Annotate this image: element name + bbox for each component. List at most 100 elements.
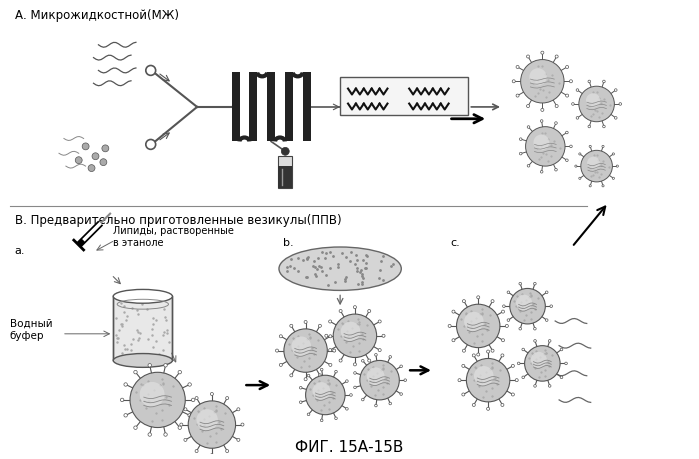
Circle shape [505,325,508,328]
Circle shape [339,359,342,362]
Circle shape [275,349,278,353]
Circle shape [237,438,240,442]
Circle shape [304,378,307,381]
Text: c.: c. [451,238,461,247]
Circle shape [280,364,282,367]
Circle shape [378,320,381,323]
Circle shape [589,185,591,187]
Circle shape [333,349,336,353]
Circle shape [291,337,311,356]
Circle shape [120,398,124,402]
Circle shape [540,120,543,123]
Circle shape [184,438,187,442]
Circle shape [516,66,519,69]
Circle shape [474,366,493,386]
Circle shape [299,401,302,403]
Text: ФИГ. 15А-15В: ФИГ. 15А-15В [295,439,403,454]
FancyBboxPatch shape [285,73,293,142]
Circle shape [184,408,187,411]
Circle shape [124,383,127,386]
Text: Липиды, растворенные
в этаноле: Липиды, растворенные в этаноле [113,226,234,247]
Circle shape [555,56,559,59]
Circle shape [146,67,156,76]
Circle shape [491,300,494,303]
Circle shape [534,340,536,342]
Circle shape [360,361,399,400]
Circle shape [124,414,127,417]
Circle shape [473,403,475,407]
Circle shape [290,325,293,328]
Circle shape [510,289,545,324]
Circle shape [587,157,600,170]
Circle shape [404,379,407,381]
Circle shape [241,423,244,426]
Circle shape [164,364,167,367]
Circle shape [575,166,577,168]
Circle shape [487,408,489,410]
Circle shape [284,329,327,372]
Circle shape [350,394,352,397]
Circle shape [519,328,521,330]
FancyBboxPatch shape [113,297,173,361]
FancyBboxPatch shape [267,73,275,142]
Circle shape [612,153,614,156]
Circle shape [178,426,182,430]
Circle shape [555,105,559,108]
Circle shape [555,169,557,172]
Circle shape [389,403,391,405]
Circle shape [341,322,361,341]
Circle shape [602,146,604,148]
Circle shape [400,393,403,396]
Circle shape [188,401,236,448]
Circle shape [614,90,617,92]
FancyBboxPatch shape [303,73,310,142]
Circle shape [533,328,536,330]
Circle shape [501,354,504,357]
Circle shape [473,354,475,357]
Circle shape [375,404,377,407]
Circle shape [522,376,524,379]
Circle shape [549,340,551,342]
Circle shape [555,123,557,125]
Circle shape [345,408,348,410]
Circle shape [195,449,198,453]
Circle shape [581,151,612,183]
Circle shape [516,295,532,311]
Circle shape [463,300,466,303]
Circle shape [588,81,591,84]
Circle shape [452,339,455,342]
Circle shape [524,346,560,381]
Circle shape [92,153,99,160]
Circle shape [579,178,581,180]
Circle shape [487,350,489,353]
Circle shape [579,153,581,156]
Circle shape [354,386,356,389]
Circle shape [281,148,289,156]
Circle shape [572,103,575,106]
Circle shape [329,335,332,338]
Text: В. Предварительно приготовленные везикулы(ППВ): В. Предварительно приготовленные везикул… [15,214,341,227]
Circle shape [614,118,617,120]
Circle shape [462,393,465,396]
Circle shape [335,417,338,420]
Circle shape [192,398,195,402]
Ellipse shape [279,247,401,291]
Circle shape [619,103,621,106]
Circle shape [226,449,229,453]
Circle shape [312,382,330,400]
FancyBboxPatch shape [231,73,240,142]
Circle shape [305,375,345,415]
Circle shape [565,160,568,162]
Circle shape [512,81,515,84]
Circle shape [102,146,109,152]
Circle shape [507,319,510,322]
Circle shape [148,433,152,437]
Circle shape [576,90,579,92]
Circle shape [541,52,544,55]
Circle shape [501,339,505,342]
Circle shape [550,305,552,308]
Circle shape [565,132,568,134]
Circle shape [325,335,328,337]
Text: А. Микрожидкостной(МЖ): А. Микрожидкостной(МЖ) [15,9,179,22]
Circle shape [612,178,614,180]
